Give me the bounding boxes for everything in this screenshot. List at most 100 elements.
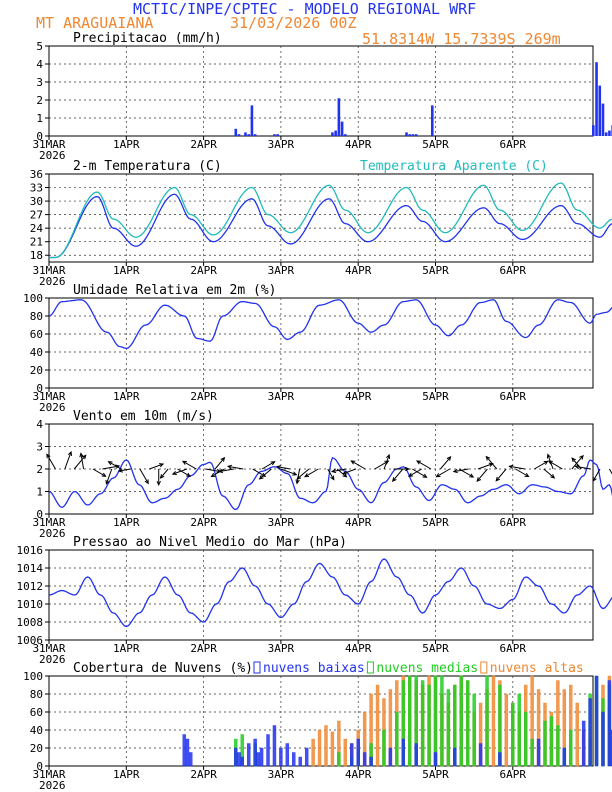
clouds-bar (607, 680, 612, 767)
wind-barb-head (79, 452, 84, 458)
clouds-bar (459, 675, 463, 767)
temp-ytick-label: 33 (30, 182, 43, 195)
legend-swatch-orange (480, 661, 488, 674)
rh-year-label: 2026 (39, 401, 66, 414)
wind-barb (392, 468, 404, 482)
clouds-bar (240, 756, 244, 767)
clouds-ytick-label: 0 (36, 760, 43, 773)
clouds-bar (408, 675, 412, 767)
wind-barb (182, 460, 197, 470)
legend-swatch-green (366, 661, 374, 674)
temp-xtick-label: 5APR (422, 264, 449, 277)
precip-xtick-label: 1APR (113, 138, 140, 151)
rh-xtick-label: 1APR (113, 390, 140, 403)
wind-barb (515, 468, 529, 477)
temp-ytick-label: 18 (30, 249, 43, 262)
wind-xtick-label: 4APR (345, 516, 372, 529)
wind-barb (548, 460, 563, 470)
wind-barb-head (342, 470, 348, 475)
wind-xtick-label: 1APR (113, 516, 140, 529)
clouds-bar (446, 689, 451, 767)
wind-xtick-label: 31MAR (32, 516, 65, 529)
precip-bar (273, 134, 276, 136)
precip-year-label: 2026 (39, 149, 66, 162)
mslp-xtick-label: 31MAR (32, 642, 65, 655)
precip-title: Precipitacao (mm/h) (73, 31, 222, 46)
mslp-series-line (48, 558, 612, 628)
wind-barb-head (303, 473, 310, 478)
wind-barb (304, 468, 319, 478)
mslp-ytick-label: 1008 (17, 616, 44, 629)
clouds-bar (414, 743, 418, 767)
precip-xtick-label: 2APR (190, 138, 217, 151)
wind-barb-head (508, 464, 514, 470)
wind-barb (534, 460, 548, 470)
mslp-year-label: 2026 (39, 653, 66, 666)
clouds-bar (356, 738, 360, 767)
clouds-bar (343, 738, 348, 767)
precip-ytick-label: 2 (36, 94, 43, 107)
wind-barb-head (574, 464, 580, 470)
wind-barb (261, 461, 275, 470)
clouds-bar (185, 738, 190, 767)
clouds-bar (427, 684, 431, 767)
wind-barb-head (270, 461, 276, 466)
mslp-ytick-label: 1010 (17, 598, 44, 611)
wind-barb (575, 465, 591, 470)
wind-barb-head (117, 468, 123, 473)
clouds-bar (466, 680, 470, 767)
wind-barb-head (547, 460, 553, 465)
precip-bar (237, 134, 241, 136)
wind-xtick-label: 5APR (422, 516, 449, 529)
wind-barb (276, 466, 291, 470)
wind-barb (118, 468, 131, 472)
wind-barb (608, 468, 612, 475)
wind-barb (64, 451, 72, 470)
clouds-bar (388, 747, 393, 767)
clouds-bar (285, 743, 290, 767)
clouds-bar (298, 756, 302, 767)
clouds-bar (556, 725, 560, 767)
clouds-bar (440, 675, 444, 767)
wind-barb-head (579, 454, 584, 460)
clouds-bar (569, 729, 573, 767)
rh-xtick-label: 2APR (190, 390, 217, 403)
temp-ytick-label: 24 (30, 222, 44, 235)
wind-barb-head (107, 461, 113, 466)
temp-title: 2-m Temperatura (C) (73, 159, 222, 174)
rh-ytick-label: 100 (23, 292, 43, 305)
wind-barb (332, 468, 347, 473)
wind-barb-head (217, 468, 224, 474)
rh-ytick-label: 60 (30, 328, 43, 341)
wind-barb (259, 468, 272, 480)
wind-barb (108, 461, 122, 470)
mslp-title: Pressao ao Nivel Medio do Mar (hPa) (73, 535, 347, 550)
precip-bar (234, 128, 238, 136)
wind-barb-head (543, 460, 549, 465)
precip-bar (608, 130, 611, 136)
wind-barb (436, 468, 451, 478)
wind-barb (351, 460, 366, 470)
clouds-bar (485, 675, 489, 767)
mslp-ytick-label: 1014 (17, 562, 44, 575)
wind-barb (177, 468, 191, 477)
precip-ytick-label: 1 (36, 112, 43, 125)
wind-barb-head (350, 460, 356, 465)
wind-barb-head (422, 473, 428, 478)
clouds-bar (253, 738, 257, 767)
rh-ytick-label: 40 (30, 346, 43, 359)
wind-barb-head (416, 460, 422, 465)
clouds-bar (279, 747, 283, 767)
clouds-bar (395, 711, 399, 767)
clouds-bar (259, 747, 264, 767)
wind-barb-head (226, 464, 233, 470)
clouds-ytick-label: 60 (30, 706, 43, 719)
clouds-bar (362, 752, 367, 767)
clouds-bar (324, 725, 328, 767)
precip-bar (344, 134, 347, 136)
precip-bar (331, 132, 334, 136)
wind-barb (214, 457, 225, 470)
temp-year-label: 2026 (39, 275, 66, 288)
wind-barb-head (452, 468, 458, 474)
wind-barb-head (330, 468, 337, 474)
